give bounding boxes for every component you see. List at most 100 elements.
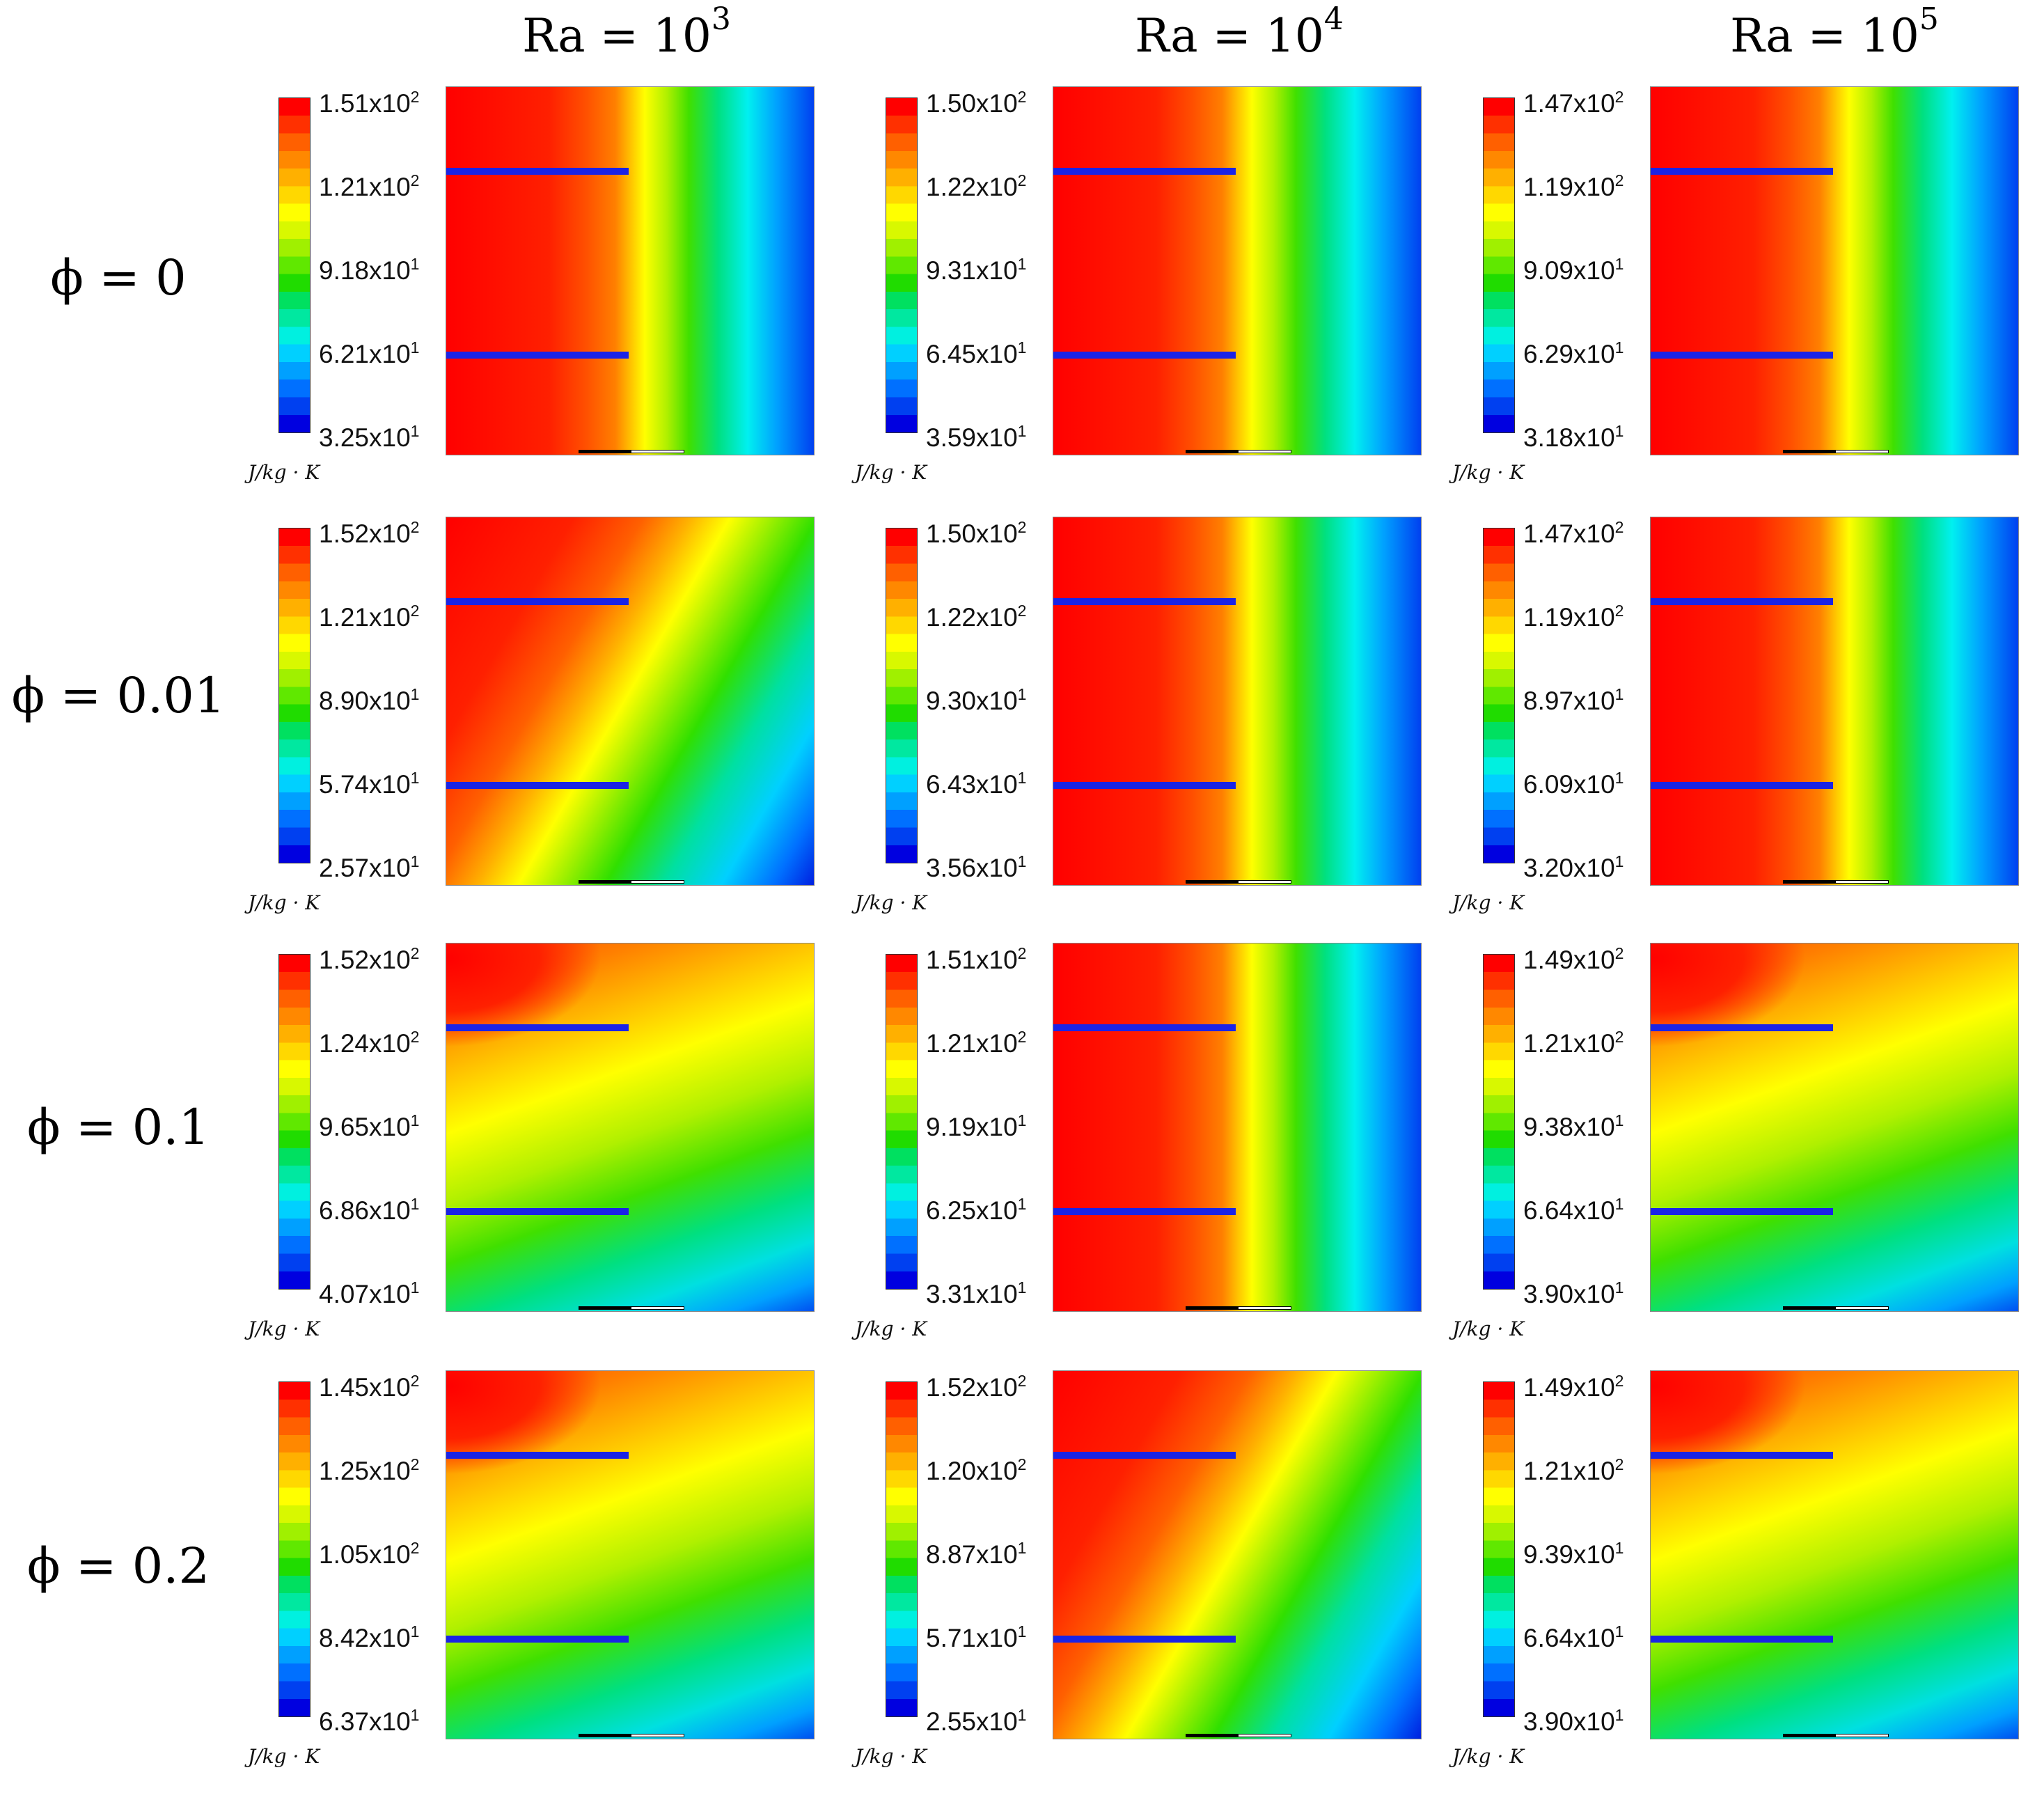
colorbar (1483, 528, 1515, 863)
contour-plot (1053, 1370, 1422, 1739)
scale-bar-segment (1186, 1734, 1238, 1737)
tick-mantissa: 6.21x10 (319, 340, 411, 368)
tick-exponent: 2 (1017, 1455, 1027, 1473)
fin (1053, 1024, 1236, 1031)
colorbar-tick-label: 3.90x101 (1523, 1280, 1624, 1308)
colorbar-tick-label: 1.21x102 (319, 171, 420, 201)
colorbar-tick-label: 8.87x101 (926, 1540, 1026, 1568)
tick-exponent: 1 (1017, 1278, 1027, 1297)
tick-exponent: 1 (1017, 685, 1027, 703)
tick-exponent: 2 (1017, 88, 1027, 106)
row-label-phi-0: ϕ = 0 (0, 249, 237, 306)
scale-bar-segment (1783, 1734, 1835, 1737)
tick-mantissa: 9.09x10 (1523, 256, 1615, 285)
tick-mantissa: 1.52x10 (319, 519, 411, 548)
tick-exponent: 2 (410, 518, 420, 536)
tick-mantissa: 1.49x10 (1523, 1373, 1615, 1402)
tick-mantissa: 6.64x10 (1523, 1196, 1615, 1225)
column-header-text: Ra = 10 (1730, 9, 1919, 63)
scale-bar (579, 1730, 684, 1737)
tick-mantissa: 1.19x10 (1523, 603, 1615, 632)
colorbar-tick-label: 1.50x102 (926, 88, 1027, 118)
tick-exponent: 1 (410, 769, 420, 787)
tick-exponent: 2 (410, 171, 420, 189)
colorbar (278, 97, 310, 433)
tick-exponent: 2 (410, 1028, 420, 1046)
tick-exponent: 1 (1614, 1195, 1624, 1213)
row-label-phi-0-1: ϕ = 0.1 (0, 1099, 237, 1156)
colorbar-tick-label: 9.19x101 (926, 1113, 1026, 1141)
scale-bar-segment (1238, 1306, 1291, 1310)
tick-exponent: 1 (1017, 422, 1027, 440)
tick-mantissa: 9.31x10 (926, 256, 1018, 285)
colorbar-tick-label: 1.51x102 (319, 88, 420, 118)
scale-bar-segment (1783, 880, 1835, 884)
contour-panel: 1.52x102 1.24x102 9.65x101 6.86x101 4.07x101… (248, 943, 919, 1381)
tick-exponent: 1 (1614, 1622, 1624, 1640)
colorbar-unit-label: J/kg · K (248, 461, 320, 484)
colorbar-unit-label: J/kg · K (1452, 1317, 1525, 1340)
tick-mantissa: 2.55x10 (926, 1707, 1018, 1736)
tick-mantissa: 1.21x10 (1523, 1029, 1615, 1058)
tick-exponent: 1 (1017, 1195, 1027, 1213)
colorbar-tick-label: 9.39x101 (1523, 1540, 1624, 1569)
scale-bar-segment (1835, 1734, 1889, 1737)
tick-mantissa: 6.45x10 (926, 340, 1018, 368)
contour-plot (1650, 517, 2019, 886)
colorbar-unit-label: J/kg · K (1452, 891, 1525, 914)
tick-mantissa: 1.50x10 (926, 89, 1018, 118)
tick-mantissa: 1.47x10 (1523, 519, 1615, 548)
colorbar-tick-label: 1.24x102 (319, 1028, 420, 1057)
tick-mantissa: 1.49x10 (1523, 946, 1615, 974)
fin (446, 1208, 629, 1215)
colorbar-tick-label: 1.47x102 (1523, 89, 1624, 117)
colorbar-tick-label: 1.20x102 (926, 1455, 1027, 1485)
tick-exponent: 2 (410, 1539, 420, 1557)
contour-plot (1650, 1370, 2019, 1739)
tick-mantissa: 8.90x10 (319, 687, 411, 715)
colorbar-tick-label: 3.18x101 (1523, 423, 1624, 451)
colorbar-tick-label: 8.97x101 (1523, 687, 1624, 714)
colorbar (278, 954, 310, 1290)
colorbar-unit-label: J/kg · K (248, 1745, 320, 1768)
tick-exponent: 2 (1017, 1372, 1027, 1390)
tick-mantissa: 9.39x10 (1523, 1540, 1615, 1569)
colorbar-tick-label: 6.29x101 (1523, 340, 1624, 368)
colorbar-tick-label: 3.59x101 (926, 423, 1026, 451)
tick-exponent: 1 (1017, 852, 1027, 870)
tick-mantissa: 1.21x10 (926, 1029, 1018, 1058)
tick-mantissa: 4.07x10 (319, 1280, 411, 1308)
tick-mantissa: 3.90x10 (1523, 1280, 1615, 1308)
tick-exponent: 1 (1614, 1111, 1624, 1129)
tick-mantissa: 1.20x10 (926, 1457, 1018, 1485)
colorbar-tick-label: 3.25x101 (319, 423, 419, 451)
colorbar-tick-label: 1.22x102 (926, 603, 1026, 631)
colorbar-tick-label: 1.22x102 (926, 173, 1026, 201)
colorbar-tick-label: 1.52x102 (926, 1372, 1027, 1401)
tick-mantissa: 1.51x10 (319, 89, 411, 118)
colorbar-tick-label: 1.19x102 (1523, 173, 1624, 201)
fin (1651, 782, 1833, 789)
scale-bar-segment (1186, 450, 1238, 453)
colorbar-tick-label: 6.37x101 (319, 1707, 419, 1735)
row-label-text: ϕ = 0 (50, 249, 187, 306)
colorbar (886, 97, 918, 433)
colorbar-tick-label: 1.21x102 (926, 1029, 1026, 1058)
fin (1053, 1208, 1236, 1215)
tick-exponent: 2 (410, 88, 420, 106)
contour-panel: 1.50x102 1.22x102 9.31x10 1 6.45x101 3.59x101… (855, 86, 1526, 525)
colorbar-unit-label: J/kg · K (1452, 1745, 1525, 1768)
fin (446, 1024, 629, 1031)
colorbar-tick-label: 6.43x101 (926, 770, 1026, 798)
colorbar-tick-label: 6.45x101 (926, 340, 1026, 368)
row-label-text: ϕ = 0.1 (26, 1099, 210, 1156)
colorbar-tick-label: 6.64x101 (1523, 1622, 1624, 1652)
tick-mantissa: 8.97x10 (1523, 687, 1615, 715)
tick-exponent: 1 (1614, 422, 1624, 440)
scale-bar-segment (1186, 1306, 1238, 1310)
scale-bar (1783, 1303, 1889, 1310)
colorbar-unit-label: J/kg · K (855, 1745, 927, 1768)
colorbar-tick-label: 1.51x102 (926, 946, 1026, 973)
contour-panel: 1.51x102 1.21x102 9.19x101 6.25x101 3.31x101… (855, 943, 1526, 1381)
